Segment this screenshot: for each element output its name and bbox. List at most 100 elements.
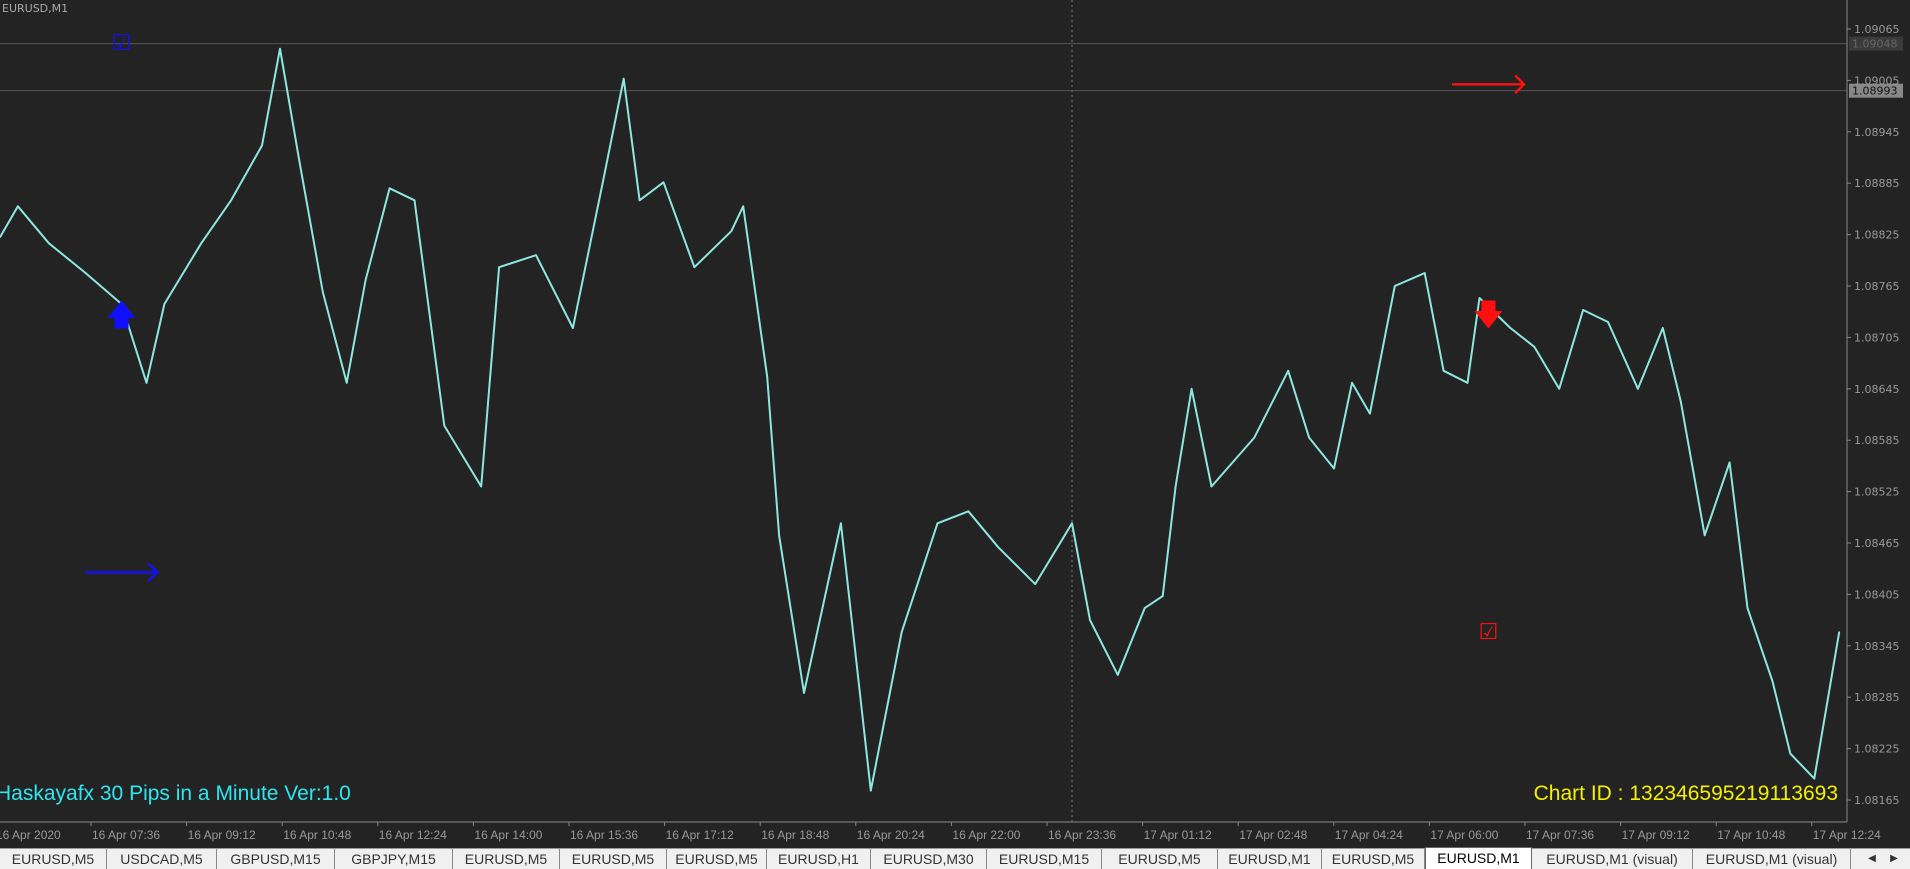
price-label-bg	[1849, 83, 1903, 98]
x-tick-label: 16 Apr 09:12	[188, 828, 256, 842]
x-tick-label: 17 Apr 12:24	[1813, 828, 1881, 842]
chart-tab[interactable]: EURUSD,M30	[871, 849, 987, 869]
y-tick-label: 1.08165	[1854, 794, 1900, 807]
price-point	[120, 303, 123, 305]
arrow-right-icon: 🡒	[81, 554, 162, 590]
price-point	[622, 77, 625, 80]
price-point	[345, 382, 348, 384]
price-point	[997, 546, 1000, 549]
price-point	[364, 279, 367, 281]
checkbox-icon: ☑	[111, 30, 132, 56]
price-point	[498, 266, 500, 268]
x-tick-label: 16 Apr 20:24	[857, 828, 925, 842]
price-point	[163, 303, 166, 305]
price-point	[413, 199, 416, 202]
x-tick-label: 16 Apr 12:24	[379, 828, 447, 842]
price-point	[1071, 522, 1073, 525]
x-tick-label: 16 Apr 14:00	[474, 828, 542, 842]
y-tick-label: 1.08945	[1854, 126, 1900, 139]
price-point	[693, 266, 696, 268]
price-point	[936, 522, 939, 525]
chart-tab[interactable]: EURUSD,M1 (visual)	[1693, 849, 1851, 869]
x-tick-label: 16 Apr 23:36	[1048, 828, 1116, 842]
x-tick-label: 17 Apr 07:36	[1526, 828, 1594, 842]
price-chart[interactable]: 1.09048 1.08993 1.09065 1.09005 1.08945 1.088…	[0, 0, 1910, 848]
x-tick-label: 17 Apr 02:48	[1239, 828, 1307, 842]
price-point	[766, 376, 768, 378]
price-point	[1466, 382, 1469, 384]
chart-tab[interactable]: EURUSD,M5	[1102, 849, 1218, 869]
price-point	[17, 205, 19, 208]
chart-tab[interactable]: EURUSD,M5	[667, 849, 767, 869]
chart-tab[interactable]: EURUSD,M5	[1322, 849, 1425, 869]
chart-symbol-label: EURUSD,M1	[2, 2, 69, 15]
tab-scroll-left-icon[interactable]: ◀	[1868, 853, 1876, 864]
chart-tab[interactable]: EURUSD,M5	[560, 849, 667, 869]
x-tick-label: 16 Apr 18:48	[761, 828, 829, 842]
price-point	[638, 199, 641, 202]
price-point	[572, 327, 574, 329]
price-point	[230, 199, 232, 202]
price-point	[869, 789, 872, 792]
price-point	[1089, 619, 1091, 621]
price-point	[1703, 534, 1706, 537]
tab-scroll-right-icon[interactable]: ▶	[1890, 853, 1898, 864]
ea-name-label: Haskayafx 30 Pips in a Minute Ver:1.0	[0, 782, 351, 805]
y-tick-label: 1.08525	[1854, 486, 1900, 499]
price-point	[1789, 752, 1792, 755]
arrow-up-icon: 🡅	[106, 297, 137, 333]
price-point	[601, 181, 604, 184]
chart-tab[interactable]: EURUSD,M1 (visual)	[1532, 849, 1693, 869]
chart-tab[interactable]: EURUSD,M5	[453, 849, 560, 869]
price-point	[1442, 370, 1445, 372]
price-line-label: 1.08993	[1852, 85, 1898, 98]
x-tick-label: 16 Apr 2020	[0, 828, 61, 842]
y-tick-label: 1.08225	[1854, 743, 1900, 756]
chart-tab[interactable]: GBPUSD,M15	[217, 849, 335, 869]
price-point	[443, 424, 446, 427]
y-tick-label: 1.08885	[1854, 177, 1900, 190]
chart-tab[interactable]: EURUSD,M5	[0, 849, 107, 869]
checkbox-icon: ☑	[1478, 619, 1499, 645]
x-tick-label: 16 Apr 07:36	[92, 828, 160, 842]
price-point	[1771, 680, 1774, 682]
price-point	[662, 181, 665, 184]
price-label-bg	[1849, 36, 1903, 51]
price-point	[803, 692, 805, 694]
price-point	[145, 382, 148, 384]
y-tick-label: 1.08765	[1854, 280, 1900, 293]
price-point	[1308, 436, 1310, 439]
chart-tab[interactable]: USDCAD,M5	[107, 849, 217, 869]
price-point	[298, 157, 300, 160]
price-point	[200, 242, 203, 244]
chart-canvas[interactable]: 1.09048 1.08993 1.09065 1.09005 1.08945 1.088…	[0, 0, 1910, 848]
price-point	[1210, 485, 1213, 488]
y-tick-label: 1.08705	[1854, 331, 1900, 344]
price-point	[778, 534, 780, 537]
chart-tab[interactable]: EURUSD,M1	[1425, 847, 1532, 869]
price-point	[1117, 674, 1119, 676]
chart-tab[interactable]: GBPJPY,M15	[335, 849, 453, 869]
price-point	[279, 47, 281, 50]
price-point	[1190, 388, 1193, 390]
arrow-right-icon: 🡒	[1448, 66, 1529, 102]
price-point	[1746, 607, 1749, 609]
y-tick-label: 1.08585	[1854, 434, 1900, 447]
chart-tab[interactable]: EURUSD,H1	[767, 849, 871, 869]
price-point	[1679, 400, 1682, 403]
price-point	[1813, 777, 1816, 780]
price-point	[1287, 370, 1290, 372]
chart-tab[interactable]: EURUSD,M1	[1218, 849, 1322, 869]
x-tick-label: 16 Apr 17:12	[666, 828, 734, 842]
price-point	[1423, 272, 1426, 274]
y-tick-label: 1.08405	[1854, 588, 1900, 601]
price-point	[388, 187, 391, 190]
chart-tab[interactable]: EURUSD,M15	[987, 849, 1102, 869]
price-point	[1369, 412, 1371, 415]
price-point	[261, 144, 263, 147]
x-tick-label: 17 Apr 04:24	[1335, 828, 1403, 842]
price-point	[900, 631, 903, 633]
price-point	[48, 242, 50, 244]
price-line-label: 1.09048	[1852, 38, 1898, 51]
price-point	[1333, 467, 1335, 470]
